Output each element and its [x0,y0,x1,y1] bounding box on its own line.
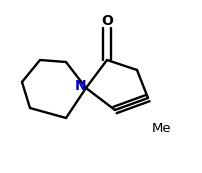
Text: O: O [101,14,112,28]
Text: Me: Me [151,121,171,134]
Text: N: N [74,79,86,93]
